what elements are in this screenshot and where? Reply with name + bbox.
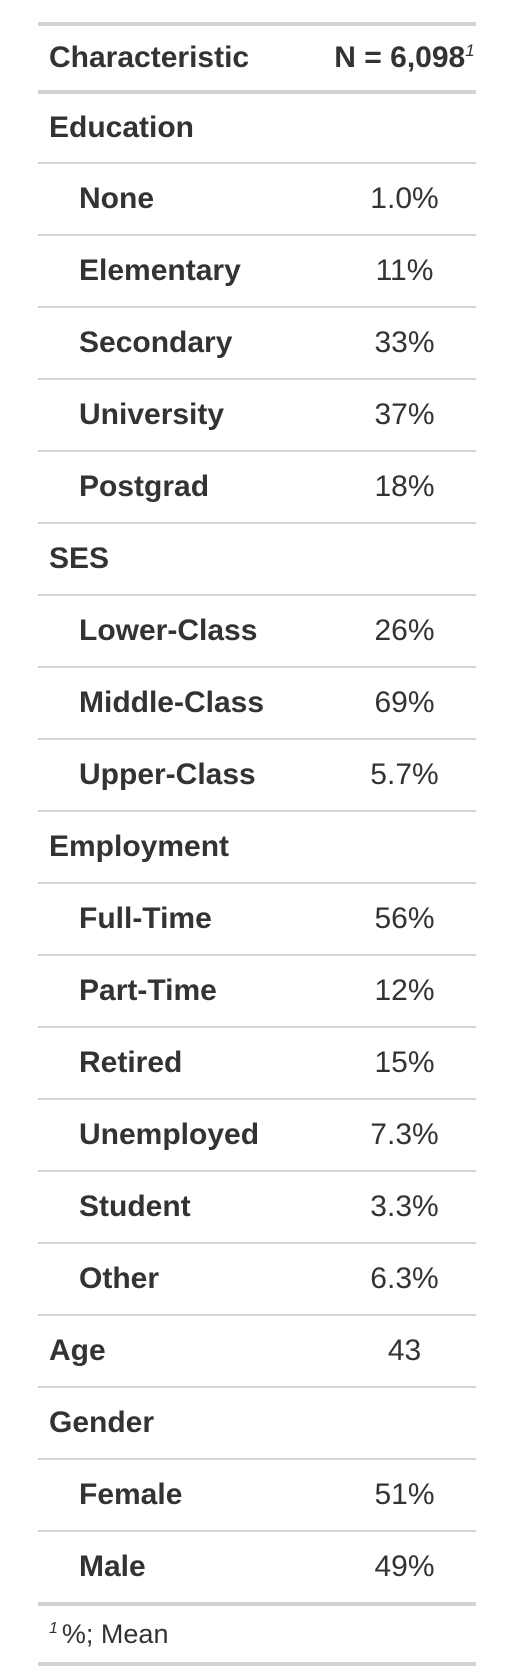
table-row-level: Postgrad 18%: [38, 450, 476, 523]
variable-label: Age: [38, 1314, 333, 1387]
table-row-level: Female 51%: [38, 1458, 476, 1531]
statistic-value: [333, 1386, 476, 1459]
table-row-level: University 37%: [38, 378, 476, 451]
level-label: Female: [38, 1458, 333, 1531]
level-label: Secondary: [38, 306, 333, 379]
table-row-level: None 1.0%: [38, 162, 476, 235]
statistic-value: 33%: [333, 306, 476, 379]
level-label: Elementary: [38, 234, 333, 307]
statistic-value: 6.3%: [333, 1242, 476, 1315]
table-row-level: Middle-Class 69%: [38, 666, 476, 739]
table-body: Education None 1.0% Elementary 11% Secondary 3…: [38, 92, 476, 1604]
statistic-value: 18%: [333, 450, 476, 523]
table-row-level: Student 3.3%: [38, 1170, 476, 1243]
table-row-variable: Gender: [38, 1386, 476, 1459]
level-label: Lower-Class: [38, 594, 333, 667]
level-label: Other: [38, 1242, 333, 1315]
summary-table: Characteristic N = 6,0981 Education None 1…: [38, 22, 476, 1666]
statistic-value: 49%: [333, 1530, 476, 1604]
level-label: Middle-Class: [38, 666, 333, 739]
statistic-value: 37%: [333, 378, 476, 451]
table-footer: 1%; Mean: [38, 1602, 476, 1664]
table-row-level: Other 6.3%: [38, 1242, 476, 1315]
summary-table-container: Characteristic N = 6,0981 Education None 1…: [38, 22, 476, 1666]
table-row-variable: Education: [38, 92, 476, 163]
table-row-level: Upper-Class 5.7%: [38, 738, 476, 811]
variable-label: SES: [38, 522, 333, 595]
column-header-characteristic: Characteristic: [38, 24, 333, 94]
statistic-value: [333, 92, 476, 163]
table-row-level: Unemployed 7.3%: [38, 1098, 476, 1171]
column-header-characteristic-label: Characteristic: [49, 41, 250, 74]
table-row-level: Full-Time 56%: [38, 882, 476, 955]
level-label: Part-Time: [38, 954, 333, 1027]
table-row-level: Retired 15%: [38, 1026, 476, 1099]
table-row-level: Elementary 11%: [38, 234, 476, 307]
column-header-n: N = 6,0981: [333, 24, 476, 94]
statistic-value: 3.3%: [333, 1170, 476, 1243]
variable-label: Education: [49, 111, 195, 144]
statistic-value: 1.0%: [333, 162, 476, 235]
statistic-value: 11%: [333, 234, 476, 307]
statistic-value: 5.7%: [333, 738, 476, 811]
table-row-level: Part-Time 12%: [38, 954, 476, 1027]
footnote-mark: 1: [49, 1619, 58, 1637]
table-row-level: Lower-Class 26%: [38, 594, 476, 667]
level-label: Upper-Class: [38, 738, 333, 811]
table-row-variable: SES: [38, 522, 476, 595]
level-label: Unemployed: [38, 1098, 333, 1171]
level-label: Student: [38, 1170, 333, 1243]
level-label: University: [38, 378, 333, 451]
header-row: Characteristic N = 6,0981: [38, 24, 476, 94]
statistic-value: 12%: [333, 954, 476, 1027]
column-header-n-label: N = 6,098: [334, 41, 466, 74]
level-label: Full-Time: [38, 882, 333, 955]
footnote-marker: 1: [465, 41, 475, 60]
table-row-level: Male 49%: [38, 1530, 476, 1604]
footnote-text: %; Mean: [61, 1618, 169, 1649]
footnote-row: 1%; Mean: [38, 1602, 476, 1664]
statistic-value: [333, 522, 476, 595]
level-label: None: [38, 162, 333, 235]
level-label: Retired: [38, 1026, 333, 1099]
statistic-value: 26%: [333, 594, 476, 667]
variable-label: Gender: [38, 1386, 333, 1459]
footnote-cell: 1%; Mean: [38, 1602, 476, 1664]
table-header: Characteristic N = 6,0981: [38, 24, 476, 94]
statistic-value: 15%: [333, 1026, 476, 1099]
level-label: Male: [38, 1530, 333, 1604]
table-row-level: Secondary 33%: [38, 306, 476, 379]
statistic-value: 51%: [333, 1458, 476, 1531]
statistic-value: 69%: [333, 666, 476, 739]
statistic-value: [333, 810, 476, 883]
statistic-value: 56%: [333, 882, 476, 955]
variable-label: Employment: [38, 810, 333, 883]
level-label: Postgrad: [38, 450, 333, 523]
statistic-value: 7.3%: [333, 1098, 476, 1171]
table-row-variable: Age 43: [38, 1314, 476, 1387]
table-row-variable: Employment: [38, 810, 476, 883]
statistic-value: 43: [333, 1314, 476, 1387]
